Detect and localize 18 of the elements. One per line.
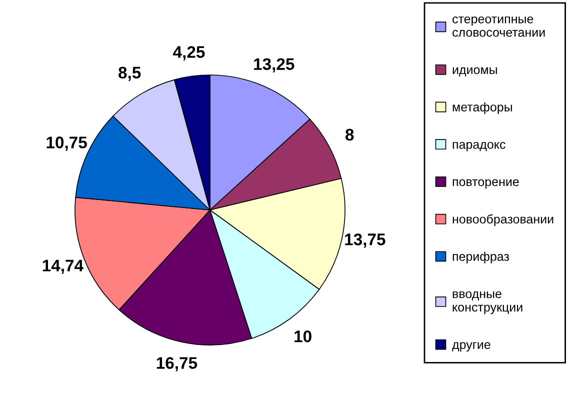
data-label: 13,75 [345, 234, 386, 248]
data-label: 10 [294, 330, 312, 342]
data-label: 8 [345, 128, 354, 141]
legend-label: перифраз [452, 252, 509, 264]
data-label: 16,75 [156, 357, 198, 372]
data-label: 8,5 [118, 66, 141, 81]
legend-label: повторение [452, 179, 519, 189]
data-label: 10,75 [46, 136, 87, 151]
data-label: 14,74 [42, 260, 84, 274]
legend-label: метафоры [452, 102, 512, 114]
legend-label: другие [452, 342, 490, 352]
legend-label: стереотипные словосочетании [452, 16, 545, 37]
legend-label: парадокс [452, 142, 506, 152]
data-label: 13,25 [254, 58, 294, 72]
legend-label: новообразовании [452, 214, 554, 226]
data-label: 4,25 [173, 46, 205, 60]
legend-label: вводные конструкции [452, 291, 522, 314]
legend-label: идиомы [452, 67, 497, 76]
